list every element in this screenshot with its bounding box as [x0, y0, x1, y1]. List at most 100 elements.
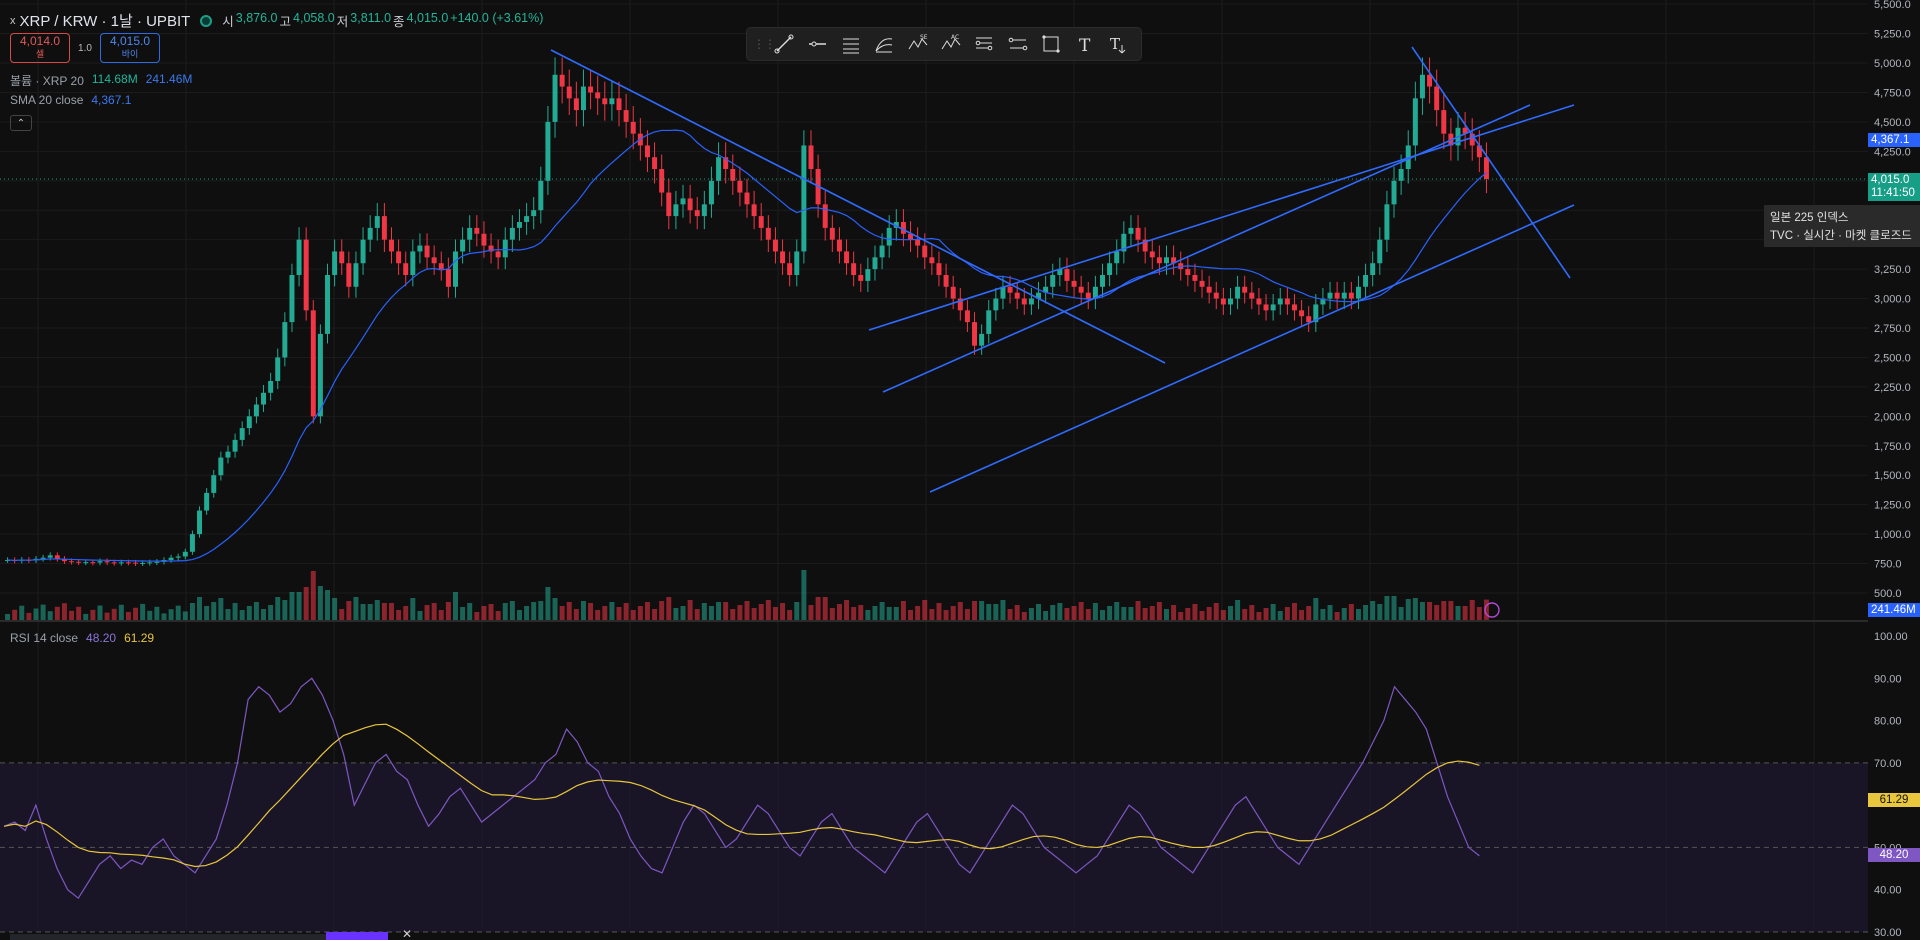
- candle: [723, 157, 729, 169]
- candle: [154, 561, 160, 563]
- candle: [69, 561, 75, 563]
- volume-bar: [836, 604, 842, 620]
- rectangle-icon[interactable]: [1035, 29, 1068, 59]
- sell-button[interactable]: 4,014.0 셀: [10, 33, 70, 63]
- bottom-panel-bar: ✕: [0, 927, 420, 940]
- horizontal-ray-icon[interactable]: [800, 29, 833, 59]
- candle: [1128, 227, 1134, 234]
- rsi-tick-label: 80.00: [1874, 716, 1902, 728]
- market-status-icon[interactable]: [200, 14, 213, 27]
- trend-line: [868, 104, 1575, 331]
- volume-bar: [182, 611, 188, 620]
- timeline-scrollbar[interactable]: [10, 934, 326, 940]
- volume-bar: [83, 613, 89, 620]
- chevron-up-icon[interactable]: ⌃: [10, 115, 32, 131]
- volume-bar: [1085, 609, 1091, 620]
- candle: [886, 227, 892, 246]
- trendline-icon[interactable]: [767, 29, 800, 59]
- candle: [1441, 110, 1447, 134]
- volume-bar: [12, 609, 18, 620]
- xabcd-icon[interactable]: SE: [901, 29, 934, 59]
- candle: [751, 204, 757, 217]
- sma-price-label: 4,367.1: [1868, 133, 1920, 147]
- volume-bar: [801, 570, 807, 620]
- candle: [474, 227, 480, 234]
- candle: [125, 562, 131, 564]
- volume-bar: [972, 601, 978, 620]
- sma-indicator-legend[interactable]: SMA 20 close 4,367.1: [10, 93, 131, 107]
- volume-bar: [986, 604, 992, 620]
- volume-bar: [1370, 601, 1376, 620]
- volume-bar: [261, 609, 267, 620]
- buy-button[interactable]: 4,015.0 바이: [100, 33, 160, 63]
- price-tick-label: 750.0: [1874, 559, 1902, 571]
- candle: [1263, 304, 1269, 311]
- range-icon[interactable]: [1001, 29, 1034, 59]
- volume-bar: [253, 602, 259, 620]
- candle: [1064, 269, 1070, 281]
- candle: [289, 275, 295, 323]
- symbol-name[interactable]: XRP / KRW · 1날 · UPBIT: [19, 13, 191, 30]
- candle: [701, 204, 707, 217]
- volume-bar: [1050, 605, 1056, 620]
- volume-bar: [595, 610, 601, 620]
- volume-bar: [900, 601, 906, 620]
- price-tick-label: 2,750.0: [1874, 323, 1911, 335]
- volume-bar: [1434, 605, 1440, 620]
- parallel-channel-icon[interactable]: [834, 29, 867, 59]
- volume-bar: [915, 606, 921, 620]
- candle: [381, 216, 387, 240]
- volume-bar: [204, 606, 210, 620]
- svg-text:AC: AC: [951, 34, 959, 41]
- volume-bar: [47, 611, 53, 620]
- volume-bar: [1256, 612, 1262, 620]
- close-icon[interactable]: ✕: [402, 927, 413, 940]
- volume-bar: [339, 609, 345, 620]
- sma-label: SMA 20 close: [10, 93, 84, 107]
- rsi-indicator-legend[interactable]: RSI 14 close 48.20 61.29: [10, 631, 154, 645]
- abcd-icon[interactable]: AC: [934, 29, 967, 59]
- rsi-ma-axis-label: 61.29: [1868, 793, 1920, 807]
- candle: [104, 561, 110, 563]
- candle: [1085, 292, 1091, 299]
- candle: [445, 269, 451, 287]
- candle: [730, 169, 736, 181]
- volume-bar: [403, 606, 409, 620]
- candle: [908, 233, 914, 240]
- rsi-label: RSI 14 close: [10, 631, 79, 645]
- lightning-icon: [1484, 602, 1500, 618]
- symbol-title[interactable]: x XRP / KRW · 1날 · UPBIT: [10, 10, 213, 31]
- fib-icon[interactable]: [867, 29, 900, 59]
- candle: [595, 92, 601, 99]
- candle: [1277, 298, 1283, 305]
- sma-value: 4,367.1: [91, 93, 132, 107]
- candle: [1462, 127, 1468, 134]
- grip-icon[interactable]: ⋮⋮: [753, 37, 776, 51]
- candle: [957, 298, 963, 311]
- volume-bar: [175, 605, 181, 620]
- candle: [893, 222, 899, 228]
- volume-indicator-legend[interactable]: 볼륨 · XRP 20 114.68M 241.46M: [10, 72, 192, 89]
- volume-bar: [609, 602, 615, 620]
- volume-bar: [872, 606, 878, 620]
- high-value: 4,058.0: [293, 11, 335, 25]
- volume-bar: [1185, 608, 1191, 620]
- text-note-icon[interactable]: T: [1102, 29, 1135, 59]
- candle: [1213, 292, 1219, 299]
- high-label: 고: [279, 15, 292, 29]
- candle: [1100, 275, 1105, 287]
- volume-bar: [701, 603, 707, 620]
- volume-bar: [516, 610, 522, 620]
- volume-bar: [858, 605, 864, 620]
- tooltip-title: 일본 225 인덱스: [1770, 212, 1849, 224]
- volume-bar: [1327, 605, 1333, 620]
- volume-bar: [1299, 610, 1305, 620]
- last-price-label: 4,015.0 11:41:50: [1868, 173, 1920, 201]
- candle: [1021, 298, 1027, 305]
- scroll-thumb[interactable]: [326, 932, 388, 940]
- candle: [1291, 304, 1297, 311]
- text-icon[interactable]: T: [1068, 29, 1101, 59]
- fib-channel-icon[interactable]: [968, 29, 1001, 59]
- volume-bar: [431, 603, 437, 620]
